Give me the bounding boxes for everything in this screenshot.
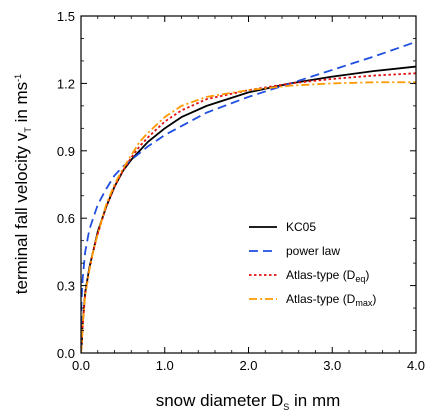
x-tick-label: 4.0 [407,358,425,373]
legend-label-4: Atlas-type (Dmax) [286,292,376,308]
legend-text: Atlas-type (D [286,268,356,282]
y-axis-label-tail: in ms [12,82,31,127]
axes: 0.0 1.0 2.0 3.0 4.0 0.0 0.3 0.6 0.9 1.2 1.5 [57,9,425,373]
legend-label-3: Atlas-type (Deq) [286,268,369,284]
y-axis-label-superscript: -1 [13,74,23,82]
legend-text: power law [286,244,340,258]
series-line-4 [81,81,416,353]
x-axis-label: snow diameter DS in mm [156,391,341,411]
x-tick-label: 3.0 [323,358,341,373]
y-tick-label: 0.3 [57,279,75,294]
series-line-1 [81,65,416,353]
x-axis-label-main: snow diameter D [156,391,284,410]
y-tick-label: 0.6 [57,211,75,226]
legend-text-tail: ) [365,268,369,282]
legend-text: KC05 [286,220,316,234]
y-tick-label: 1.5 [57,9,75,24]
x-axis-label-subscript: S [283,402,289,411]
y-axis-label-main: terminal fall velocity v [12,132,31,294]
y-axis-label-subscript: T [23,127,33,133]
y-axis-label: terminal fall velocity vT in ms-1 [12,74,33,294]
series-line-3 [81,72,416,353]
y-tick-label: 0.9 [57,144,75,159]
plot-lines [81,40,416,353]
legend-subscript: max [355,298,373,308]
legend-subscript: eq [355,274,365,284]
y-tick-label: 0.0 [57,346,75,361]
y-tick-label: 1.2 [57,76,75,91]
legend-text: Atlas-type (D [286,292,356,306]
legend-label-2: power law [286,244,340,258]
x-tick-label: 0.0 [72,358,90,373]
x-tick-label: 1.0 [156,358,174,373]
x-axis-label-tail: in mm [289,391,340,410]
legend-text-tail: ) [372,292,376,306]
x-tick-label: 2.0 [239,358,257,373]
legend-label-1: KC05 [286,220,316,234]
